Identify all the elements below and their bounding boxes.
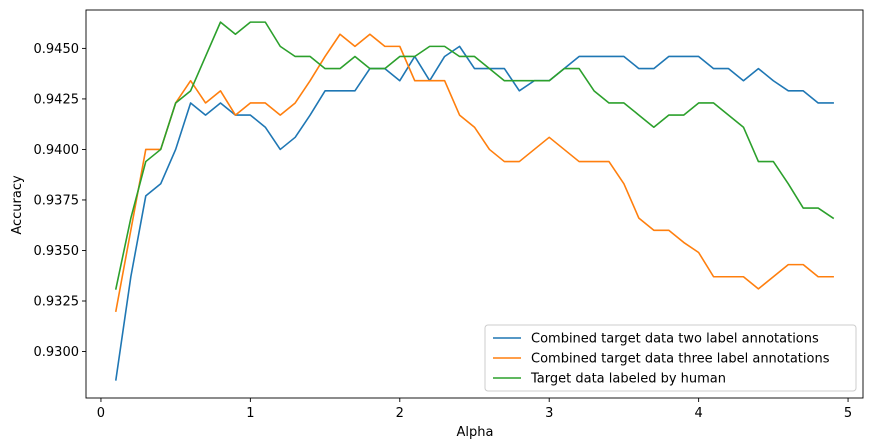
x-tick-label: 5 (844, 406, 852, 421)
series-line-3 (114, 21, 835, 290)
x-tick-label: 0 (97, 406, 105, 421)
y-tick-label: 0.9300 (34, 345, 80, 360)
plot-area (114, 21, 835, 381)
y-tick-label: 0.9325 (34, 295, 80, 310)
y-axis-label: Accuracy (10, 175, 25, 235)
x-axis-label: Alpha (457, 425, 494, 440)
legend-label-2: Combined target data three label annotat… (531, 352, 830, 367)
axes: 0 1 2 3 4 5 0.9300 0.9325 0.9350 0.9375 0.9400 0.94… (34, 9, 864, 421)
x-tick-label: 4 (694, 406, 702, 421)
plot-frame (85, 9, 864, 399)
x-tick-label: 3 (545, 406, 553, 421)
y-tick-label: 0.9400 (34, 143, 80, 158)
legend: Combined target data two label annotatio… (484, 324, 857, 392)
legend-box (484, 324, 857, 392)
series-line-2 (114, 33, 834, 313)
y-tick-label: 0.9350 (34, 244, 80, 259)
y-tick-label: 0.9425 (34, 92, 80, 107)
legend-label-3: Target data labeled by human (530, 372, 726, 387)
y-tick-label: 0.9375 (34, 193, 80, 208)
legend-label-1: Combined target data two label annotatio… (531, 332, 819, 347)
y-tick-label: 0.9450 (34, 42, 80, 57)
x-tick-label: 1 (246, 406, 254, 421)
x-tick-label: 2 (396, 406, 404, 421)
